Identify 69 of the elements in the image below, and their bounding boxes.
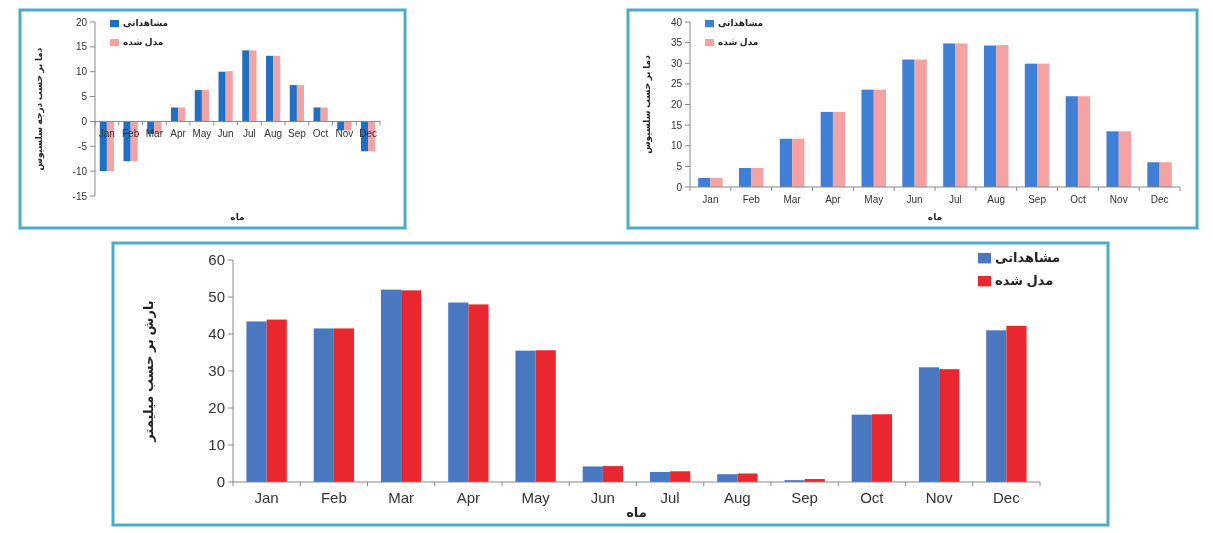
y-tick-label: 5 [81,91,88,103]
y-tick-label: 35 [670,37,683,49]
y-tick-label: 50 [208,288,225,306]
x-tick-label: Sep [287,128,307,140]
y-tick-label: 30 [208,362,225,380]
x-tick-label: Dec [1150,194,1169,205]
x-tick-label: May [864,194,884,205]
y-tick-label: 40 [208,325,225,343]
x-tick-label: Aug [264,128,283,140]
x-tick-label: Jul [660,489,680,506]
x-axis-title: ماه [927,212,943,222]
x-tick-label: May [521,489,551,506]
x-tick-label: Sep [791,489,818,506]
x-tick-label: Jul [949,194,962,205]
x-tick-label: Nov [335,128,354,140]
y-tick-label: 10 [208,436,225,454]
legend-label: مشاهداتی [718,17,764,28]
y-tick-label: 5 [676,160,683,172]
x-tick-label: Jun [590,489,615,506]
legend-label: مدل شده [123,36,164,47]
y-tick-label: 20 [75,16,88,28]
x-axis-title: ماه [230,212,245,222]
y-tick-label: -10 [72,165,88,177]
y-tick-label: 60 [208,251,225,269]
y-axis-title: دما بر حسب درجه سلسیوس [34,47,45,171]
x-tick-label: Oct [312,128,329,140]
x-tick-label: Aug [724,489,751,506]
x-tick-label: Feb [742,194,761,205]
y-tick-label: 10 [670,140,683,152]
y-tick-label: 15 [670,119,683,131]
x-tick-label: Jul [242,128,256,140]
legend-label: مشاهداتی [123,17,169,28]
x-tick-label: Mar [388,489,415,506]
x-tick-label: Feb [320,489,347,506]
x-tick-label: Apr [170,128,187,140]
legend-label: مشاهداتی [995,250,1061,266]
x-tick-label: Jun [906,194,923,205]
x-tick-label: Mar [783,194,802,205]
y-tick-label: 0 [676,181,683,193]
legend-label: مدل شده [995,273,1054,289]
x-tick-label: Apr [825,194,842,205]
x-tick-label: Mar [145,128,164,140]
y-tick-label: 0 [81,115,88,127]
x-tick-label: Dec [993,489,1021,506]
x-tick-label: Jan [254,489,279,506]
x-tick-label: Nov [1109,194,1128,205]
x-tick-label: Sep [1028,194,1047,205]
y-tick-label: 0 [216,473,225,491]
y-tick-label: 25 [670,78,683,90]
y-axis-title: بارش بر حسب میلیمتر [141,300,156,443]
y-tick-label: 30 [670,57,683,69]
y-tick-label: 15 [75,41,88,53]
x-tick-label: Apr [456,489,481,506]
y-tick-label: 10 [75,66,88,78]
x-tick-label: Oct [1070,194,1086,205]
y-tick-label: 40 [670,16,683,28]
y-tick-label: 20 [670,99,683,110]
y-tick-label: 20 [208,399,225,417]
x-tick-label: Nov [925,489,953,506]
x-tick-label: Aug [987,194,1006,205]
legend-label: مدل شده [718,36,759,47]
y-axis-title: دما بر حسب سلسیوس [642,54,653,154]
x-tick-label: Jun [217,128,234,140]
y-tick-label: -15 [72,190,88,202]
x-tick-label: May [192,128,212,140]
x-tick-label: Jan [702,194,719,205]
x-tick-label: Oct [860,489,885,506]
x-axis-title: ماه [626,505,647,520]
y-tick-label: -5 [78,140,88,152]
